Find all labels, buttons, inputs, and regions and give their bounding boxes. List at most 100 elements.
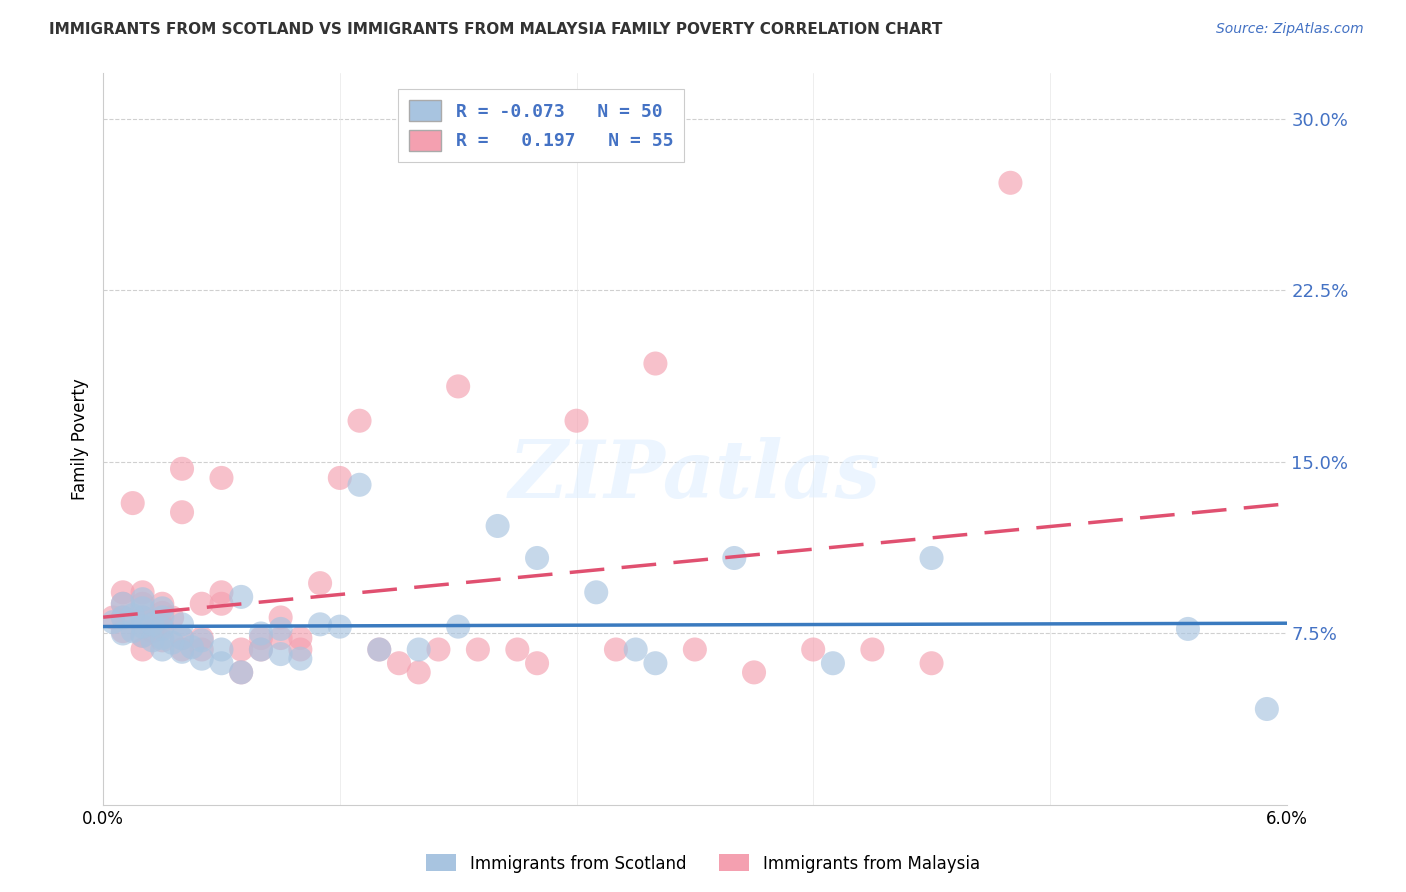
Point bbox=[190, 597, 212, 611]
Point bbox=[141, 633, 163, 648]
Point bbox=[447, 379, 470, 393]
Point bbox=[170, 505, 193, 519]
Point bbox=[131, 585, 153, 599]
Point bbox=[111, 597, 134, 611]
Point bbox=[170, 642, 193, 657]
Point bbox=[605, 642, 627, 657]
Point bbox=[131, 597, 153, 611]
Point bbox=[250, 642, 273, 657]
Point bbox=[368, 642, 391, 657]
Point bbox=[150, 642, 173, 657]
Point bbox=[121, 496, 143, 510]
Legend: Immigrants from Scotland, Immigrants from Malaysia: Immigrants from Scotland, Immigrants fro… bbox=[419, 847, 987, 880]
Point bbox=[309, 576, 332, 591]
Point bbox=[506, 642, 529, 657]
Point bbox=[250, 642, 273, 657]
Point bbox=[408, 665, 430, 680]
Point bbox=[150, 597, 173, 611]
Point bbox=[111, 585, 134, 599]
Point bbox=[290, 651, 312, 665]
Point bbox=[231, 642, 253, 657]
Point bbox=[150, 622, 173, 636]
Point bbox=[190, 633, 212, 648]
Point bbox=[447, 619, 470, 633]
Point bbox=[388, 657, 411, 671]
Point bbox=[921, 551, 943, 566]
Point bbox=[290, 642, 312, 657]
Point bbox=[467, 642, 489, 657]
Point bbox=[111, 626, 134, 640]
Legend: R = -0.073   N = 50, R =   0.197   N = 55: R = -0.073 N = 50, R = 0.197 N = 55 bbox=[398, 89, 685, 161]
Point bbox=[131, 642, 153, 657]
Point bbox=[801, 642, 824, 657]
Point bbox=[486, 519, 509, 533]
Point bbox=[131, 592, 153, 607]
Point bbox=[111, 624, 134, 639]
Point bbox=[211, 585, 233, 599]
Point bbox=[211, 597, 233, 611]
Point bbox=[180, 640, 202, 655]
Point bbox=[290, 631, 312, 645]
Point bbox=[526, 657, 548, 671]
Point bbox=[141, 624, 163, 639]
Point bbox=[170, 617, 193, 632]
Point bbox=[921, 657, 943, 671]
Point bbox=[329, 471, 352, 485]
Point bbox=[565, 414, 588, 428]
Point bbox=[270, 610, 292, 624]
Point bbox=[131, 619, 153, 633]
Point bbox=[1256, 702, 1278, 716]
Point bbox=[211, 642, 233, 657]
Y-axis label: Family Poverty: Family Poverty bbox=[72, 378, 89, 500]
Point bbox=[170, 631, 193, 645]
Point bbox=[270, 622, 292, 636]
Text: ZIPatlas: ZIPatlas bbox=[509, 437, 882, 515]
Point bbox=[585, 585, 607, 599]
Text: IMMIGRANTS FROM SCOTLAND VS IMMIGRANTS FROM MALAYSIA FAMILY POVERTY CORRELATION : IMMIGRANTS FROM SCOTLAND VS IMMIGRANTS F… bbox=[49, 22, 942, 37]
Point bbox=[860, 642, 883, 657]
Point bbox=[170, 645, 193, 659]
Point bbox=[150, 606, 173, 620]
Point bbox=[111, 610, 134, 624]
Point bbox=[211, 471, 233, 485]
Point bbox=[349, 477, 371, 491]
Point bbox=[270, 647, 292, 661]
Point bbox=[723, 551, 745, 566]
Point bbox=[644, 657, 666, 671]
Point bbox=[526, 551, 548, 566]
Point bbox=[644, 357, 666, 371]
Point bbox=[1177, 622, 1199, 636]
Point bbox=[408, 642, 430, 657]
Point bbox=[131, 629, 153, 643]
Point bbox=[170, 462, 193, 476]
Point bbox=[231, 590, 253, 604]
Point bbox=[329, 619, 352, 633]
Point bbox=[190, 631, 212, 645]
Point bbox=[170, 631, 193, 645]
Point bbox=[101, 610, 124, 624]
Point bbox=[150, 619, 173, 633]
Point bbox=[427, 642, 450, 657]
Point bbox=[131, 610, 153, 624]
Point bbox=[160, 610, 183, 624]
Point bbox=[309, 617, 332, 632]
Point bbox=[190, 642, 212, 657]
Point bbox=[368, 642, 391, 657]
Point bbox=[150, 610, 173, 624]
Point bbox=[121, 608, 143, 623]
Point bbox=[1000, 176, 1022, 190]
Point bbox=[624, 642, 647, 657]
Point bbox=[349, 414, 371, 428]
Point bbox=[270, 631, 292, 645]
Point bbox=[250, 631, 273, 645]
Point bbox=[683, 642, 706, 657]
Point bbox=[160, 635, 183, 649]
Point bbox=[111, 597, 134, 611]
Point bbox=[150, 601, 173, 615]
Point bbox=[231, 665, 253, 680]
Point bbox=[150, 633, 173, 648]
Point bbox=[141, 617, 163, 632]
Point bbox=[131, 629, 153, 643]
Point bbox=[121, 624, 143, 639]
Point bbox=[131, 610, 153, 624]
